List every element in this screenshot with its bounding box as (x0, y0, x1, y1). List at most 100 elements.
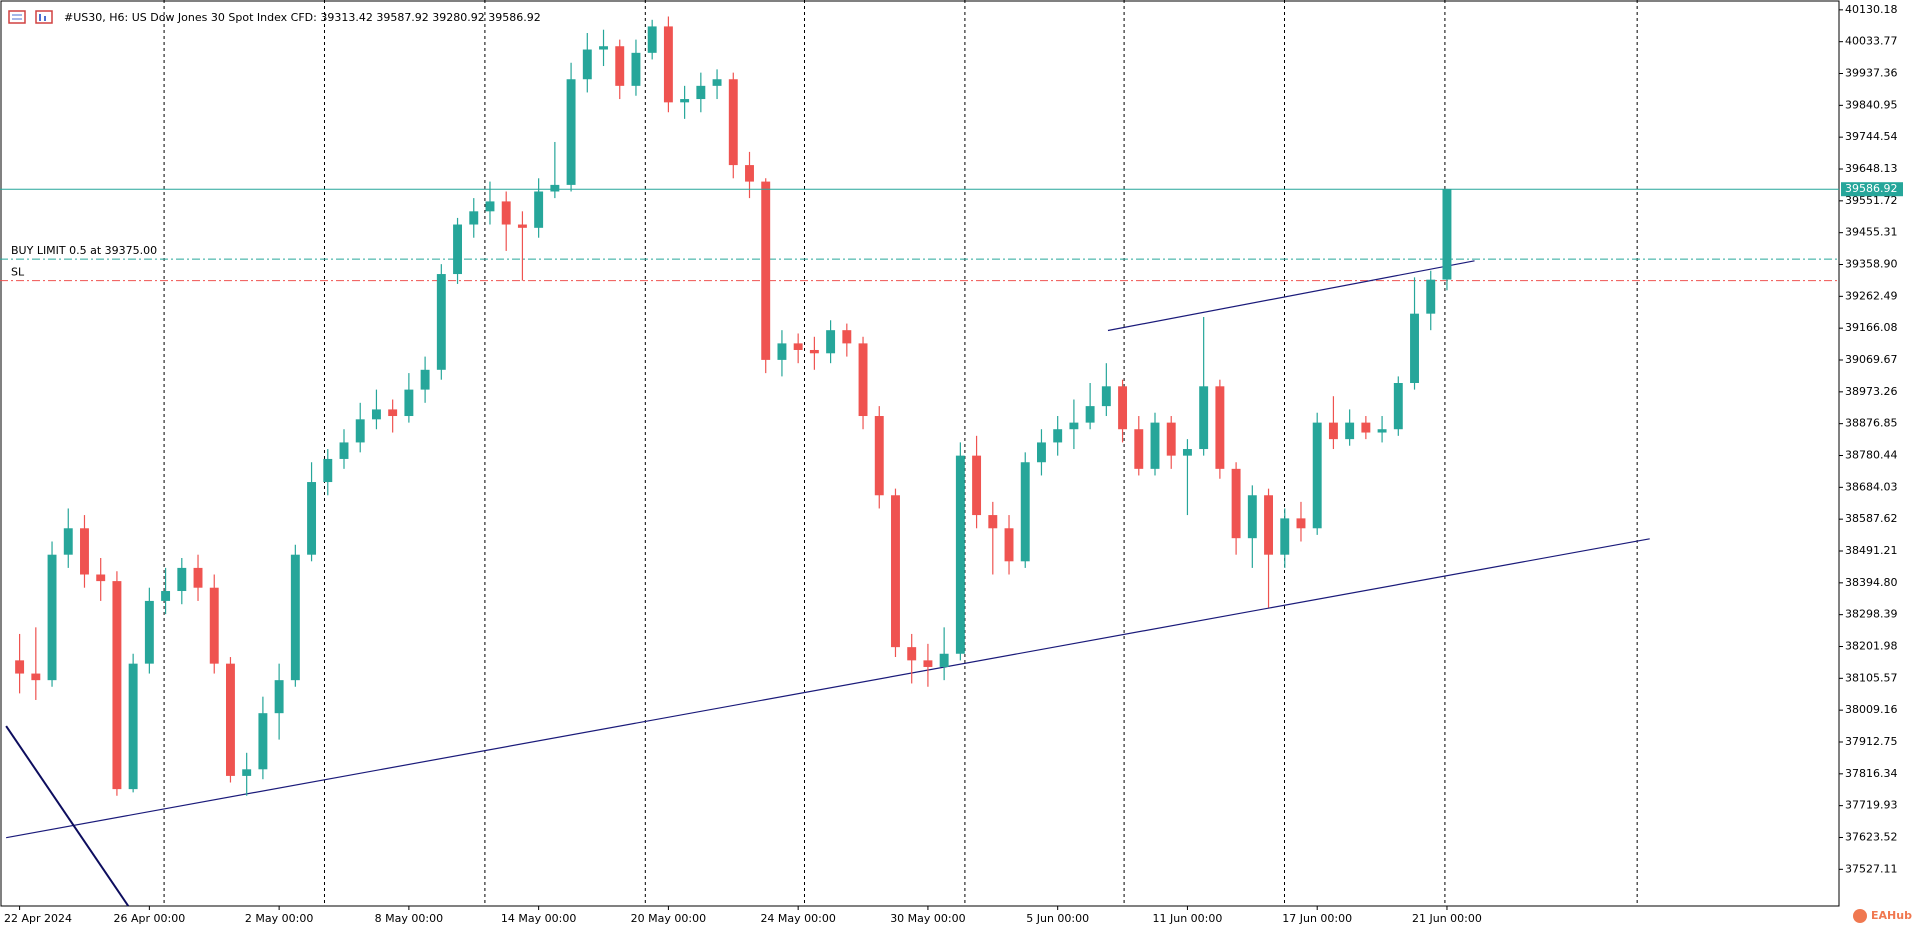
trendline (1107, 260, 1475, 332)
candle-body (663, 26, 673, 103)
trendline (5, 725, 130, 907)
candle-body (469, 211, 479, 225)
y-tick-label: 37623.52 (1845, 830, 1898, 843)
x-tick-label: 20 May 00:00 (631, 912, 706, 925)
x-tick-label: 21 Jun 00:00 (1412, 912, 1482, 925)
candle-body (1199, 386, 1209, 450)
candle-body (517, 224, 527, 228)
x-tick-label: 26 Apr 00:00 (113, 912, 185, 925)
candle-body (712, 79, 722, 86)
y-tick-label: 38491.21 (1845, 544, 1898, 557)
candle-body (1426, 279, 1436, 314)
y-tick-label: 39551.72 (1845, 194, 1898, 207)
y-tick-label: 38876.85 (1845, 417, 1898, 430)
y-tick-label: 40033.77 (1845, 35, 1898, 48)
x-tick-label: 17 Jun 00:00 (1282, 912, 1352, 925)
candle-body (1020, 462, 1030, 562)
candle-body (1247, 495, 1257, 539)
x-tick-label: 5 Jun 00:00 (1026, 912, 1089, 925)
order-label: BUY LIMIT 0.5 at 39375.00 (11, 244, 157, 257)
candle-body (550, 184, 560, 192)
icon-list[interactable] (8, 10, 26, 24)
candle-body (923, 660, 933, 667)
candle-body (225, 663, 235, 776)
y-tick-label: 39358.90 (1845, 258, 1898, 271)
candle-body (1118, 386, 1128, 430)
candle-body (842, 330, 852, 344)
watermark-icon (1853, 909, 1867, 923)
candle-body (907, 647, 917, 661)
y-tick-label: 38009.16 (1845, 703, 1898, 716)
y-tick-label: 37527.11 (1845, 862, 1898, 875)
x-tick-label: 8 May 00:00 (375, 912, 443, 925)
y-tick-label: 38973.26 (1845, 385, 1898, 398)
candle-body (1166, 422, 1176, 456)
candle-body (112, 581, 122, 790)
y-tick-label: 38298.39 (1845, 608, 1898, 621)
candle-body (826, 330, 836, 354)
candle-body (1312, 422, 1322, 529)
candle-body (1410, 313, 1419, 384)
candle-body (1296, 518, 1306, 529)
candle-body (809, 349, 819, 354)
candle-body (1215, 386, 1225, 469)
y-tick-label: 38201.98 (1845, 639, 1898, 652)
candle-body (355, 419, 365, 443)
candle-body (404, 389, 414, 417)
watermark: EAHub (1871, 909, 1912, 922)
y-tick-label: 39648.13 (1845, 162, 1898, 175)
candle-body (290, 554, 300, 681)
y-tick-label: 39937.36 (1845, 67, 1898, 80)
candle-body (31, 673, 41, 681)
candle-body (436, 274, 446, 370)
candle-body (599, 46, 608, 50)
candle-body (96, 574, 106, 582)
candle-body (1150, 422, 1160, 469)
candle-body (1345, 422, 1355, 440)
candle-body (1328, 422, 1338, 440)
icon-chart[interactable] (35, 10, 53, 24)
candle-body (274, 680, 284, 714)
y-tick-label: 37719.93 (1845, 799, 1898, 812)
candle-body (193, 567, 203, 588)
candle-body (307, 482, 317, 555)
x-tick-label: 24 May 00:00 (760, 912, 835, 925)
candle-body (1361, 422, 1371, 433)
y-tick-label: 37816.34 (1845, 767, 1898, 780)
candle-body (47, 554, 57, 681)
candle-body (63, 528, 73, 555)
x-tick-label: 14 May 00:00 (501, 912, 576, 925)
y-tick-label: 38684.03 (1845, 480, 1898, 493)
y-tick-label: 38587.62 (1845, 512, 1898, 525)
candle-body (1393, 383, 1403, 430)
candle-body (631, 52, 641, 86)
x-tick-label: 22 Apr 2024 (4, 912, 72, 925)
candle-body (1069, 422, 1079, 430)
candle-body (988, 515, 998, 529)
candle-body (1004, 528, 1014, 562)
candle-body (582, 49, 592, 80)
candle-body (420, 369, 430, 390)
candle-body (501, 201, 511, 225)
y-tick-label: 38105.57 (1845, 671, 1898, 684)
order-label: SL (11, 266, 25, 279)
y-tick-label: 39069.67 (1845, 353, 1898, 366)
candle-body (728, 79, 738, 166)
candle-body (615, 46, 625, 86)
candle-body (680, 99, 690, 103)
candle-body (793, 343, 803, 350)
toolbar-icons (8, 10, 53, 24)
candle-body (1442, 189, 1452, 280)
x-tick-label: 2 May 00:00 (245, 912, 313, 925)
candle-body (874, 416, 884, 496)
candle-body (1134, 429, 1144, 469)
candle-body (1182, 449, 1192, 456)
candle-body (339, 442, 349, 459)
candle-body (745, 165, 754, 182)
candle-body (1264, 495, 1274, 555)
candle-body (566, 79, 576, 185)
candle-body (1053, 429, 1063, 443)
y-tick-label: 39166.08 (1845, 321, 1898, 334)
